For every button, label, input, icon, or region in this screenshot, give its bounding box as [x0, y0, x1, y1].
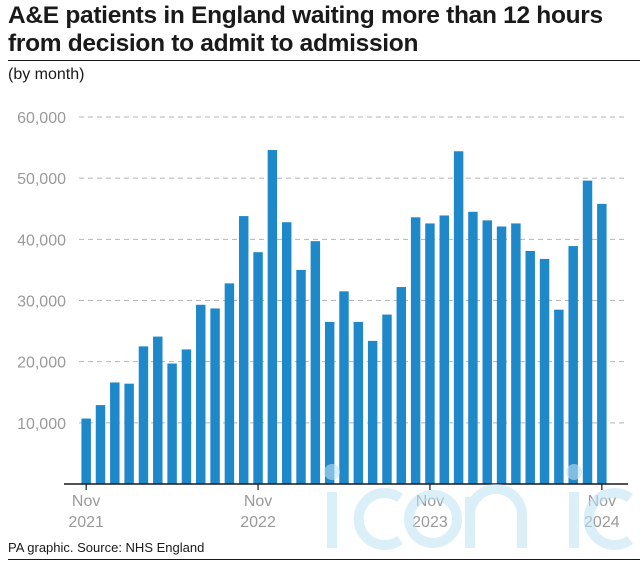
bar — [511, 223, 521, 484]
bar — [296, 269, 306, 484]
x-tick-label: Nov — [588, 493, 616, 510]
x-tick-label: Nov — [72, 493, 100, 510]
source-note: PA graphic. Source: NHS England — [8, 540, 205, 555]
bar — [196, 304, 206, 484]
bar-chart: 10,000 20,000 30,000 40,000 50,000 60,000 Nov 2… — [17, 110, 628, 531]
bar — [124, 383, 134, 484]
bar — [539, 258, 550, 484]
bar — [597, 203, 607, 485]
bar — [95, 405, 106, 484]
bar — [153, 336, 163, 484]
bars — [81, 150, 607, 485]
bar — [224, 283, 235, 484]
y-tick-label: 30,000 — [17, 294, 66, 311]
bar — [582, 180, 593, 485]
gridlines — [79, 116, 628, 424]
bar — [281, 222, 292, 484]
bar — [310, 241, 321, 484]
bar — [554, 309, 564, 484]
bar — [81, 418, 91, 484]
footer-rule — [8, 559, 640, 560]
bar — [210, 308, 220, 484]
bar — [525, 250, 535, 484]
y-tick-label: 10,000 — [17, 416, 66, 433]
bar — [439, 215, 449, 485]
x-tick-label: 2021 — [68, 514, 104, 531]
bar — [324, 321, 335, 484]
bar — [425, 223, 435, 484]
bar — [468, 211, 478, 484]
chart-title: A&E patients in England waiting more tha… — [8, 2, 603, 57]
y-tick-label: 50,000 — [17, 171, 66, 188]
x-tick-label: Nov — [416, 493, 444, 510]
bar — [253, 252, 263, 484]
bar — [496, 226, 507, 485]
bar — [267, 150, 278, 484]
bar — [138, 346, 149, 485]
bar — [353, 321, 364, 484]
bar — [167, 363, 177, 484]
bar — [181, 349, 192, 484]
bar — [410, 217, 421, 484]
bar — [482, 220, 492, 484]
chart-subtitle: (by month) — [8, 66, 85, 83]
bar — [382, 314, 392, 484]
bar — [339, 291, 349, 484]
bar — [367, 340, 378, 484]
x-tick-label: 2023 — [412, 514, 448, 531]
bar — [568, 246, 578, 484]
y-tick-label: 60,000 — [17, 110, 66, 127]
y-tick-label: 20,000 — [17, 355, 66, 372]
axes: 10,000 20,000 30,000 40,000 50,000 60,000 Nov 2… — [17, 110, 628, 531]
y-tick-label: 40,000 — [17, 232, 66, 249]
bar — [453, 151, 464, 484]
x-tick-label: 2024 — [584, 514, 620, 531]
x-tick-label: 2022 — [240, 514, 276, 531]
bar — [110, 382, 120, 484]
bar — [396, 287, 407, 484]
x-tick-label: Nov — [244, 493, 272, 510]
title-rule — [8, 60, 640, 61]
bar — [239, 216, 249, 484]
